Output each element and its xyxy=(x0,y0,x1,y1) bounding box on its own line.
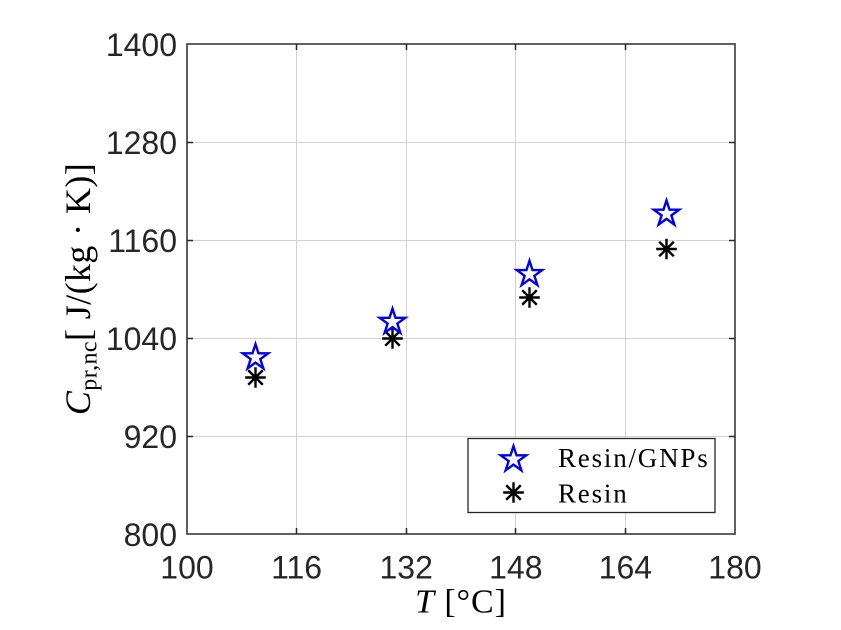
svg-text:Resin/GNPs: Resin/GNPs xyxy=(558,443,710,473)
svg-text:Resin: Resin xyxy=(558,478,629,508)
svg-text:1400: 1400 xyxy=(106,27,177,63)
svg-text:1040: 1040 xyxy=(106,321,177,357)
svg-text:180: 180 xyxy=(708,550,761,586)
svg-text:800: 800 xyxy=(124,517,177,553)
svg-text:100: 100 xyxy=(160,550,213,586)
svg-text:920: 920 xyxy=(124,419,177,455)
svg-text:Cpr,nc[ J/(kg · K)]: Cpr,nc[ J/(kg · K)] xyxy=(58,163,103,415)
svg-text:T [°C]: T [°C] xyxy=(415,583,507,620)
svg-text:148: 148 xyxy=(489,550,542,586)
svg-text:132: 132 xyxy=(380,550,433,586)
svg-text:164: 164 xyxy=(599,550,652,586)
svg-text:116: 116 xyxy=(271,550,322,586)
svg-text:1160: 1160 xyxy=(108,223,177,259)
svg-text:1280: 1280 xyxy=(106,125,177,161)
